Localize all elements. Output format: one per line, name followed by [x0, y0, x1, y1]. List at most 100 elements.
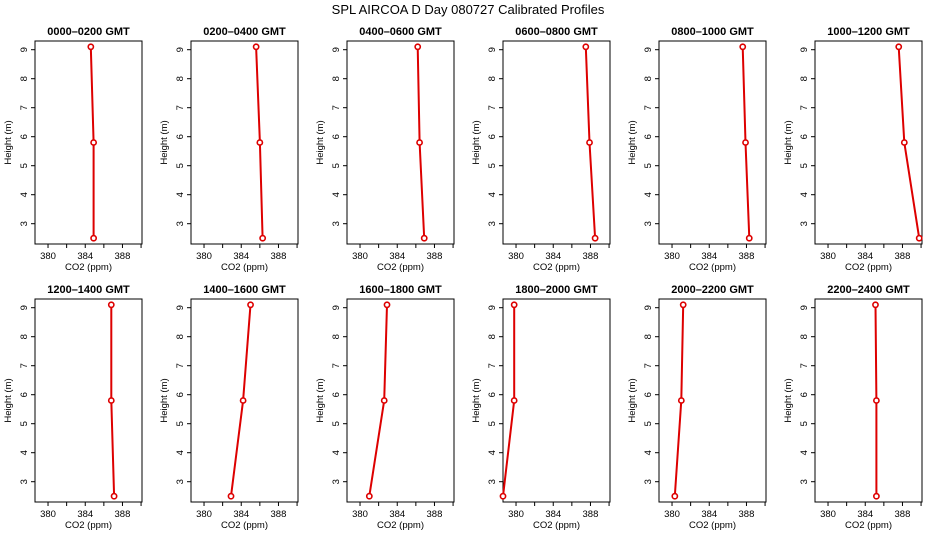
y-tick-label: 8	[331, 76, 342, 81]
y-axis-label: Height (m)	[159, 120, 170, 164]
profile-point	[87, 43, 95, 51]
profile-point	[510, 301, 518, 309]
x-tick-label: 388	[427, 251, 443, 262]
y-tick-label: 9	[643, 305, 654, 310]
plot-frame	[34, 298, 143, 503]
x-tick-label: 388	[739, 509, 755, 520]
y-tick-label: 8	[487, 76, 498, 81]
profile-panel: 0000–0200 GMT 380 384 388 3 4 5 6 7 8 9 CO2 (ppm) He…	[3, 26, 143, 273]
y-tick-label: 6	[331, 134, 342, 139]
y-tick-label: 5	[799, 421, 810, 426]
x-tick-label: 380	[196, 509, 212, 520]
y-tick-label: 7	[331, 105, 342, 110]
x-axis-label: CO2 (ppm)	[689, 520, 736, 531]
y-tick-label: 9	[643, 47, 654, 52]
y-tick-label: 3	[799, 479, 810, 484]
profile-point	[677, 397, 685, 404]
profile-point	[900, 139, 908, 146]
y-tick-label: 4	[331, 450, 342, 455]
x-tick-label: 384	[857, 251, 873, 262]
panel-title: 1200–1400 GMT	[47, 284, 130, 296]
panel-title: 0800–1000 GMT	[671, 26, 754, 38]
y-tick-label: 9	[487, 305, 498, 310]
panel-title: 2000–2200 GMT	[671, 284, 754, 296]
x-tick-label: 380	[352, 251, 368, 262]
panel-title: 2200–2400 GMT	[827, 284, 910, 296]
x-tick-label: 380	[664, 509, 680, 520]
y-tick-label: 3	[487, 479, 498, 484]
panel-title: 0000–0200 GMT	[47, 26, 130, 38]
x-tick-label: 380	[352, 509, 368, 520]
profile-panel: 0200–0400 GMT 380 384 388 3 4 5 6 7 8 9 CO2 (ppm) He…	[159, 26, 299, 273]
y-tick-label: 3	[331, 221, 342, 226]
profile-point	[239, 397, 247, 404]
plot-frame	[346, 298, 455, 503]
x-axis-label: CO2 (ppm)	[377, 520, 424, 531]
y-axis-label: Height (m)	[3, 120, 14, 164]
y-tick-label: 9	[799, 47, 810, 52]
y-tick-label: 5	[643, 163, 654, 168]
profile-point	[383, 301, 391, 309]
profile-point	[873, 397, 880, 404]
x-tick-label: 380	[40, 509, 56, 520]
y-tick-label: 3	[331, 479, 342, 484]
profile-point	[110, 492, 118, 500]
y-axis-label: Height (m)	[159, 378, 170, 422]
x-tick-label: 384	[77, 251, 93, 262]
x-tick-label: 384	[701, 509, 717, 520]
x-tick-label: 384	[233, 509, 249, 520]
x-tick-label: 380	[508, 509, 524, 520]
y-tick-label: 9	[19, 305, 30, 310]
y-tick-label: 6	[19, 134, 30, 139]
x-tick-label: 388	[271, 509, 287, 520]
y-tick-label: 8	[19, 334, 30, 339]
y-tick-label: 7	[643, 105, 654, 110]
x-tick-label: 388	[115, 251, 131, 262]
y-tick-label: 4	[19, 450, 30, 455]
y-tick-label: 9	[19, 47, 30, 52]
profile-point	[739, 43, 747, 51]
y-tick-label: 8	[487, 334, 498, 339]
x-axis-label: CO2 (ppm)	[377, 262, 424, 273]
y-tick-label: 3	[643, 221, 654, 226]
y-tick-label: 7	[175, 105, 186, 110]
y-tick-label: 9	[175, 305, 186, 310]
y-axis-label: Height (m)	[783, 120, 794, 164]
panel-title: 0200–0400 GMT	[203, 26, 286, 38]
profile-point	[895, 43, 903, 51]
x-tick-label: 384	[545, 251, 561, 262]
panel-title: 0600–0800 GMT	[515, 26, 598, 38]
y-tick-label: 3	[487, 221, 498, 226]
plot-frame	[346, 40, 455, 245]
y-tick-label: 9	[175, 47, 186, 52]
y-axis-label: Height (m)	[783, 378, 794, 422]
profile-point	[679, 301, 687, 309]
x-tick-label: 388	[583, 251, 599, 262]
y-tick-label: 7	[487, 105, 498, 110]
y-tick-label: 8	[643, 76, 654, 81]
panel-title: 1400–1600 GMT	[203, 284, 286, 296]
profile-point	[420, 234, 428, 242]
y-tick-label: 6	[175, 392, 186, 397]
profile-panel: 2000–2200 GMT 380 384 388 3 4 5 6 7 8 9 CO2 (ppm) He…	[627, 284, 767, 531]
y-tick-label: 7	[799, 105, 810, 110]
profile-point	[499, 492, 507, 500]
y-tick-label: 3	[799, 221, 810, 226]
y-axis-label: Height (m)	[627, 120, 638, 164]
y-tick-label: 3	[175, 221, 186, 226]
figure-title: SPL AIRCOA D Day 080727 Calibrated Profi…	[332, 2, 605, 17]
profile-panel: 1600–1800 GMT 380 384 388 3 4 5 6 7 8 9 CO2 (ppm) He…	[315, 284, 455, 531]
plot-frame	[814, 298, 923, 503]
profile-point	[227, 492, 235, 500]
x-tick-label: 384	[545, 509, 561, 520]
x-tick-label: 384	[857, 509, 873, 520]
profile-panel: 1000–1200 GMT 380 384 388 3 4 5 6 7 8 9 CO2 (ppm) He…	[783, 26, 923, 273]
x-tick-label: 380	[664, 251, 680, 262]
x-tick-label: 380	[508, 251, 524, 262]
panel-title: 1600–1800 GMT	[359, 284, 442, 296]
y-tick-label: 3	[19, 479, 30, 484]
y-axis-label: Height (m)	[3, 378, 14, 422]
profile-point	[380, 397, 388, 404]
